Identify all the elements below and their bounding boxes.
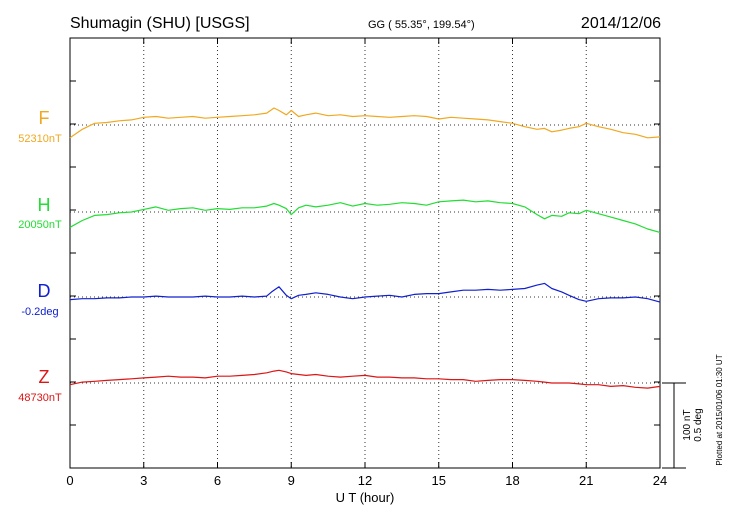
series-baseline-h: 20050nT xyxy=(18,219,62,231)
x-tick-label: 9 xyxy=(288,473,295,488)
x-tick-label: 6 xyxy=(214,473,221,488)
x-tick-label: 12 xyxy=(358,473,372,488)
series-line-d xyxy=(69,282,661,303)
series-name-d: D xyxy=(38,281,51,301)
chart-title-station: Shumagin (SHU) [USGS] xyxy=(70,15,250,32)
series-baseline-f: 52310nT xyxy=(18,133,62,145)
series-line-f xyxy=(69,107,661,139)
grid-lines xyxy=(143,38,587,468)
x-tick-label: 0 xyxy=(66,473,73,488)
plotted-note: Plotted at 2015/01/06 01:30 UT xyxy=(715,354,724,465)
series-name-f: F xyxy=(39,108,50,128)
x-tick-label: 3 xyxy=(140,473,147,488)
series-name-z: Z xyxy=(39,367,50,387)
x-tick-label: 24 xyxy=(653,473,667,488)
x-axis: 0 3 6 9 12 15 18 21 24 xyxy=(66,38,667,488)
scale-bar-nt-label: 100 nT xyxy=(682,409,693,440)
series-labels: F 52310nT H 20050nT D -0.2deg Z 48730nT xyxy=(18,108,62,404)
x-tick-label: 15 xyxy=(432,473,446,488)
series-lines xyxy=(69,107,661,389)
scale-bar-deg-label: 0.5 deg xyxy=(693,408,704,441)
series-name-h: H xyxy=(38,195,51,215)
x-axis-label: U T (hour) xyxy=(336,490,395,505)
series-baseline-z: 48730nT xyxy=(18,392,62,404)
scale-bar: 100 nT 0.5 deg xyxy=(662,382,704,469)
series-baseline-d: -0.2deg xyxy=(21,306,58,318)
chart-date: 2014/12/06 xyxy=(581,15,661,32)
x-tick-label: 21 xyxy=(579,473,593,488)
series-line-h xyxy=(69,199,661,233)
x-tick-label: 18 xyxy=(505,473,519,488)
chart-coords: GG ( 55.35°, 199.54°) xyxy=(368,19,475,31)
series-line-z xyxy=(69,369,661,389)
